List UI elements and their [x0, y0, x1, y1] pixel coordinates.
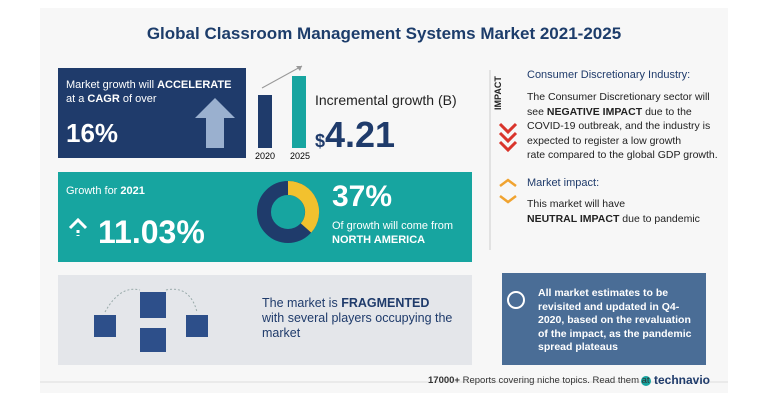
text: NORTH AMERICA [332, 234, 426, 246]
bar-2025 [292, 76, 306, 148]
note-panel [502, 273, 706, 365]
donut-share [287, 180, 320, 233]
incremental-label: Incremental growth (B) [315, 92, 457, 108]
cagr-value: 16% [66, 118, 119, 148]
text: of over [122, 93, 157, 105]
buildings-icon [94, 292, 208, 352]
growth-icon [68, 217, 88, 236]
incremental-value: $4.21 [315, 114, 395, 156]
growth-value: 11.03% [98, 214, 205, 250]
impact-tag: IMPACT [493, 76, 503, 110]
donut-center [275, 199, 301, 225]
market-impact-text: This market will have NEUTRAL IMPACT due… [527, 197, 700, 226]
text: Growth for [66, 185, 118, 197]
text: The market is [262, 296, 338, 310]
negative-chevrons [498, 122, 518, 153]
text: expected to register a low growth [527, 134, 682, 147]
text: at a [66, 93, 85, 105]
up-arrow [195, 98, 235, 148]
text: All market estimates to be [538, 287, 669, 299]
text: spread plateaus [538, 341, 618, 353]
text: CAGR [87, 93, 120, 105]
region-text: Of growth will come from NORTH AMERICA [332, 219, 453, 247]
brand-mark [641, 376, 651, 386]
currency: $ [315, 131, 326, 151]
text: revisited and updated in Q4- [538, 300, 680, 313]
text: rate compared to the global GDP growth. [527, 149, 718, 161]
value: 4.21 [325, 114, 396, 155]
footer-text: 17000+ Reports covering niche topics. Re… [428, 375, 650, 386]
fragmented-text: The market is FRAGMENTED with several pl… [262, 296, 452, 341]
note-text: All market estimates to be revisited and… [538, 287, 691, 355]
text: ACCELERATE [157, 79, 232, 91]
text: This market will have [527, 198, 626, 210]
text: 17000+ [428, 375, 460, 386]
text: FRAGMENTED [341, 296, 430, 310]
text: Market growth will [66, 79, 155, 91]
growth-label: Growth for 2021 [66, 184, 145, 198]
region-share: 37% [332, 180, 393, 213]
title: Global Classroom Management Systems Mark… [146, 24, 622, 43]
trend-arrowhead [296, 66, 302, 71]
text: Of growth will come from [332, 220, 454, 232]
trend-line [261, 65, 303, 89]
text: Reports covering niche topics. Read them… [462, 375, 650, 386]
text: market [262, 326, 301, 340]
text: see [527, 105, 544, 118]
year-label: 2025 [290, 151, 311, 161]
text: NEGATIVE IMPACT [546, 105, 643, 118]
neutral-chevrons [499, 178, 517, 204]
text: due to pandemic [622, 212, 700, 225]
text: of the impact, as the pandemic [538, 327, 692, 340]
cagr-text: Market growth will ACCELERATE at a CAGR … [66, 78, 242, 106]
text: 2020, based on the revaluation [538, 314, 691, 326]
bar-2020 [258, 95, 272, 148]
text: NEUTRAL IMPACT [527, 212, 620, 225]
text: with several players occupying the [262, 311, 453, 325]
text: 2021 [120, 185, 145, 197]
market-impact-heading: Market impact: [527, 177, 600, 189]
refresh-icon [507, 291, 525, 309]
building-links [104, 288, 198, 313]
fragmented-panel [58, 275, 472, 365]
impact-text: The Consumer Discretionary sector will s… [527, 90, 718, 163]
text: The Consumer Discretionary sector will [527, 91, 710, 103]
year-label: 2020 [255, 151, 276, 161]
brand: technavio [654, 373, 711, 387]
impact-heading: Consumer Discretionary Industry: [527, 69, 691, 81]
text: due to the [645, 105, 692, 118]
text: COVID-19 outbreak, and the industry is [527, 120, 711, 132]
